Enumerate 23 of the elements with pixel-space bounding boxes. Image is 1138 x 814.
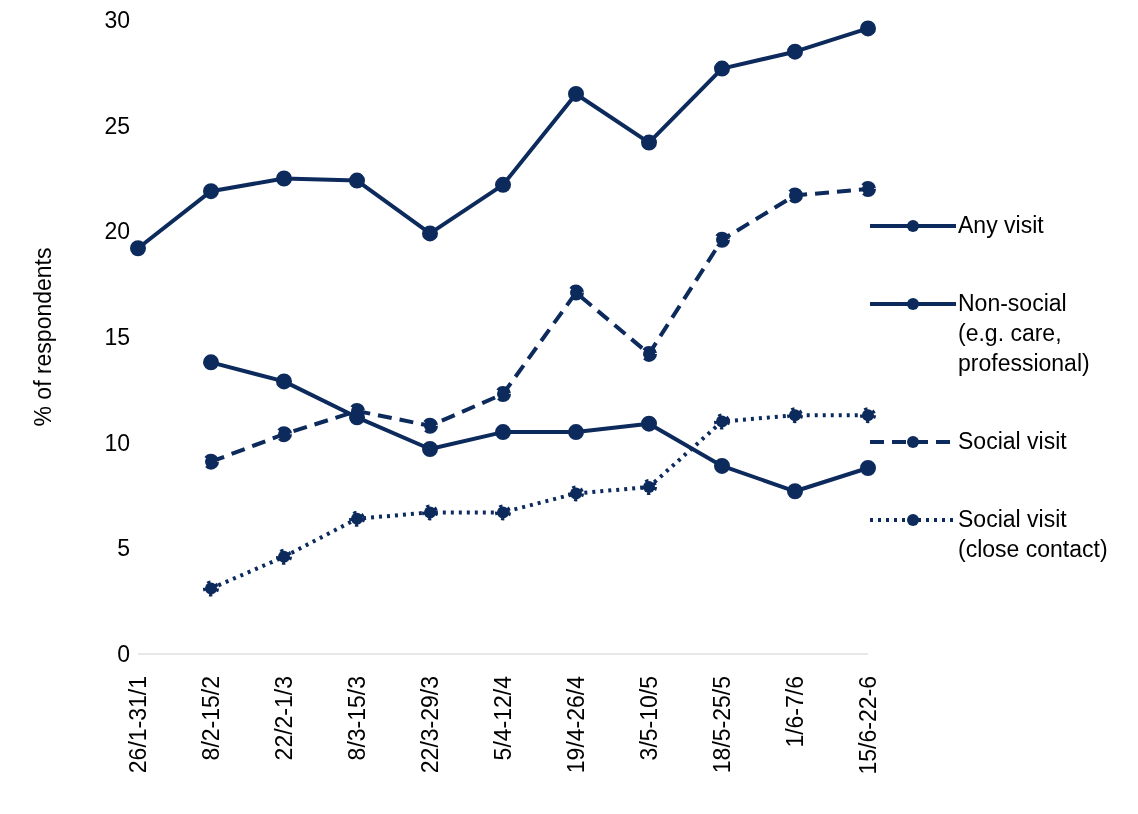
x-tick-label: 15/6-22-6 xyxy=(855,676,881,775)
y-tick-label: 10 xyxy=(104,429,130,456)
x-tick-label: 3/5-10/5 xyxy=(636,676,662,761)
x-tick-label: 8/2-15/2 xyxy=(198,676,224,761)
y-tick-label: 15 xyxy=(104,324,130,351)
y-axis-title: % of respondents xyxy=(30,247,57,427)
y-tick-label: 0 xyxy=(117,641,130,668)
legend-label: Any visit xyxy=(958,211,1045,240)
y-tick-label: 25 xyxy=(104,112,130,139)
y-tick-label: 20 xyxy=(104,218,130,245)
x-tick-label: 1/6-7/6 xyxy=(782,676,808,748)
x-tick-label: 18/5-25/5 xyxy=(709,676,735,774)
x-tick-label: 5/4-12/4 xyxy=(490,675,516,761)
legend-label: Non-social (e.g. care, professional) xyxy=(958,289,1091,378)
x-tick-label: 26/1-31/1 xyxy=(125,676,151,774)
y-tick-label: 30 xyxy=(104,7,130,34)
x-tick-label: 8/3-15/3 xyxy=(344,676,370,761)
x-tick-label: 19/4-26/4 xyxy=(563,675,589,774)
legend-label: Social visit xyxy=(958,427,1068,456)
y-tick-label: 5 xyxy=(117,535,130,562)
x-tick-label: 22/3-29/3 xyxy=(417,676,443,774)
x-tick-label: 22/2-1/3 xyxy=(271,676,297,761)
legend-label: Social visit (close contact) xyxy=(958,505,1109,564)
